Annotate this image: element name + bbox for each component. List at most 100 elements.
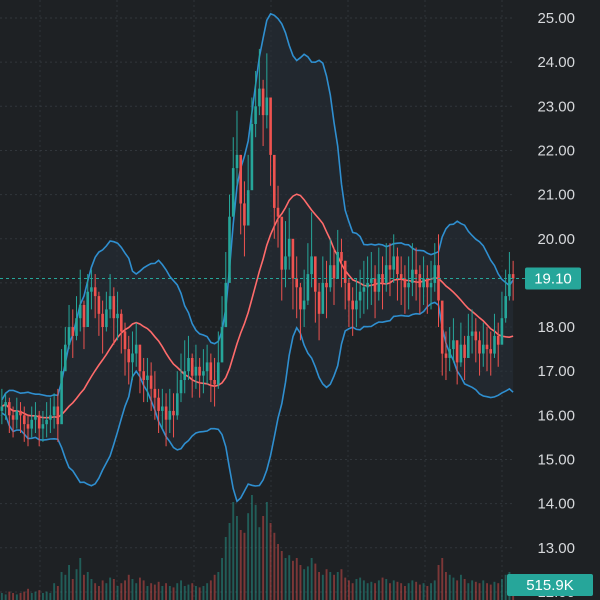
volume-bar: [251, 495, 253, 600]
candle: [482, 322, 485, 367]
volume-bar: [288, 555, 291, 600]
candle-body: [392, 256, 395, 270]
volume-bar: [42, 593, 44, 600]
volume-bar: [83, 574, 85, 600]
volume-bar: [374, 583, 376, 600]
candle: [370, 251, 373, 305]
volume-bar: [418, 584, 421, 600]
candle: [108, 274, 112, 319]
candle-body: [511, 274, 515, 279]
volume-bar: [243, 532, 246, 600]
candle: [179, 353, 183, 403]
candle: [403, 265, 407, 314]
candle: [101, 300, 104, 354]
band-fill-area: [1, 13, 514, 502]
candle: [377, 247, 381, 301]
candle: [452, 318, 455, 363]
candle-body: [161, 406, 164, 411]
volume-bar: [299, 565, 302, 600]
candle-body: [336, 252, 339, 279]
candle: [209, 353, 213, 403]
volume-bar: [191, 583, 194, 600]
volume-bar: [247, 513, 250, 600]
candle: [500, 291, 504, 345]
candle-body: [8, 402, 11, 416]
candle-body: [138, 344, 142, 372]
volume-bar: [213, 574, 216, 600]
candle: [11, 406, 15, 438]
y-tick-label: 23.00: [537, 98, 575, 115]
candle-body: [93, 287, 97, 297]
candle-body: [325, 282, 328, 288]
volume-bar: [8, 591, 11, 600]
volume-bar: [12, 593, 14, 600]
candle-body: [45, 419, 48, 425]
volume-bar: [124, 580, 126, 600]
volume-bars: [0, 495, 515, 600]
candle-body: [239, 154, 242, 204]
candle: [433, 243, 437, 292]
volume-bar: [295, 558, 298, 600]
candle-body: [198, 366, 201, 376]
volume-bar: [344, 577, 347, 600]
candle-body: [235, 154, 239, 169]
candle: [418, 265, 422, 314]
candle: [123, 322, 127, 376]
volume-bar: [336, 572, 339, 600]
candle: [261, 79, 265, 147]
candle-body: [276, 207, 280, 217]
candle: [444, 331, 448, 381]
candle: [131, 331, 134, 381]
candle-body: [157, 397, 160, 411]
volume-bar: [98, 586, 100, 600]
candle: [190, 353, 194, 398]
candle: [183, 340, 186, 394]
volume-bar: [325, 569, 328, 600]
candle-body: [414, 269, 418, 275]
volume-bar: [493, 581, 496, 600]
candle: [176, 371, 179, 420]
candle: [280, 216, 284, 301]
volume-bar: [34, 591, 37, 600]
candle: [493, 313, 496, 358]
candle: [358, 269, 362, 319]
candle-body: [123, 331, 127, 350]
candle-body: [23, 415, 26, 425]
candle-body: [299, 287, 302, 310]
candle-body: [362, 287, 366, 292]
candle-body: [142, 371, 145, 380]
candle-body: [179, 380, 183, 394]
volume-bar: [292, 560, 294, 600]
candle-body: [0, 406, 4, 411]
candle-body: [317, 291, 321, 314]
candle-body: [440, 300, 444, 354]
volume-bar: [206, 583, 209, 600]
volume-bar: [392, 580, 395, 600]
volume-bar: [49, 593, 52, 600]
candle-body: [11, 415, 15, 420]
candle: [265, 53, 269, 129]
candle-body: [321, 282, 325, 314]
candle-body: [377, 274, 381, 292]
candle-body: [418, 274, 422, 288]
candle-body: [463, 344, 466, 358]
candle-body: [101, 313, 104, 327]
volume-bar: [90, 579, 93, 600]
candle-body: [340, 252, 343, 261]
candle-body: [467, 335, 470, 358]
candle: [467, 313, 470, 358]
volume-bar: [258, 527, 261, 600]
volume-bar: [86, 572, 89, 600]
candle-body: [56, 406, 60, 425]
volume-bar: [23, 591, 26, 600]
candle-body: [448, 349, 451, 358]
candle: [168, 388, 172, 434]
y-tick-label: 21.00: [537, 187, 575, 204]
volume-bar: [236, 516, 238, 600]
candle-body: [485, 344, 489, 350]
volume-bar: [277, 544, 279, 600]
candle-body: [396, 256, 399, 275]
last-price-label: 19.10: [534, 271, 572, 288]
